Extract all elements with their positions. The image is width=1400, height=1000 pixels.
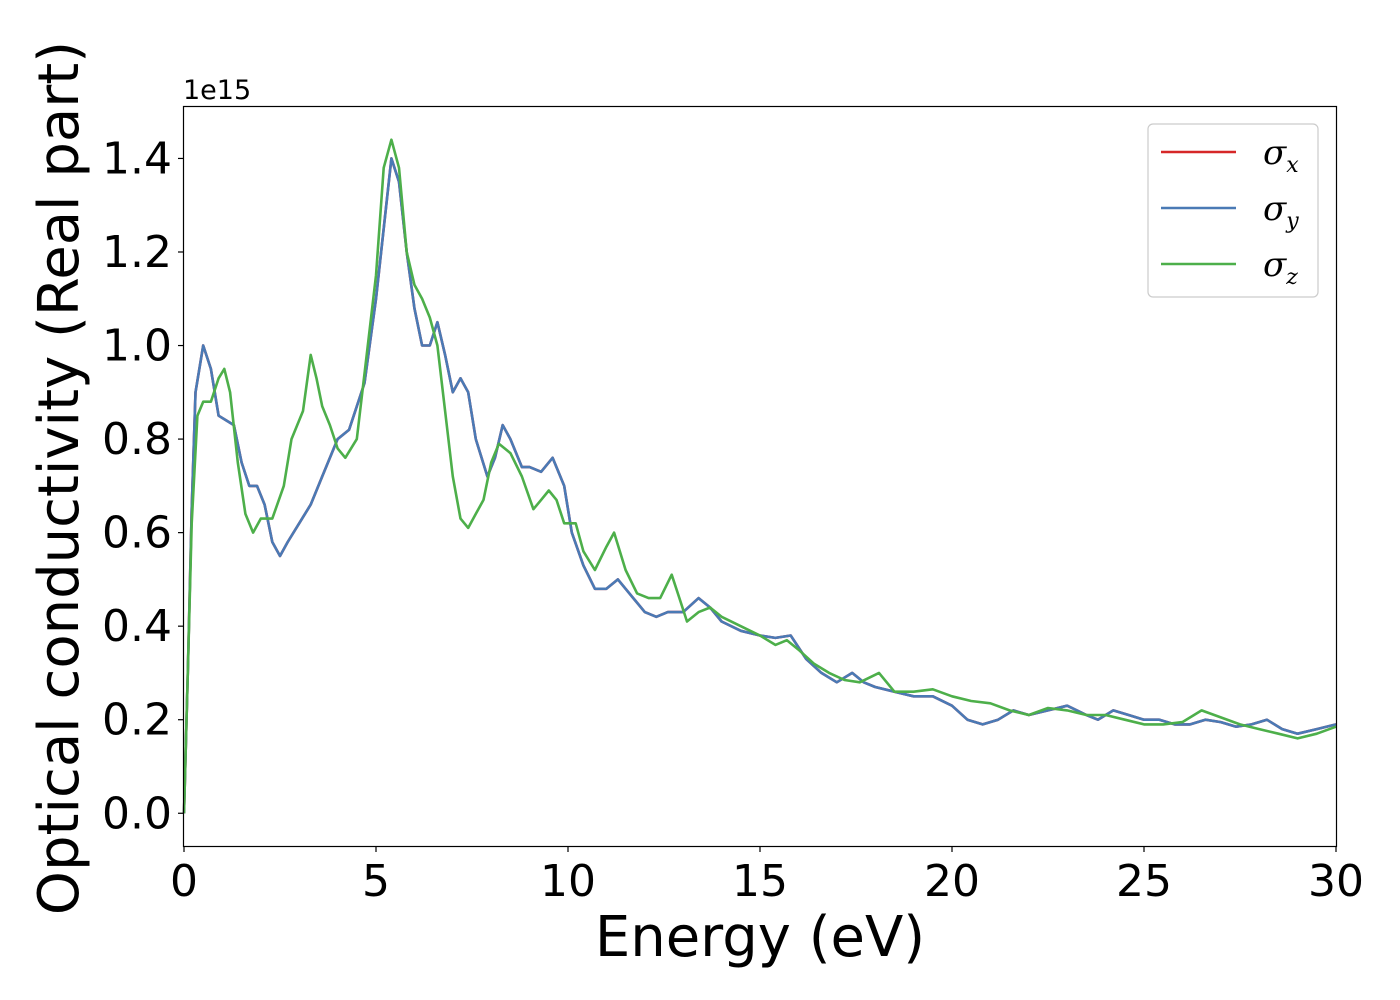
y-tick-label: 1.2 (102, 227, 172, 278)
y-tick-label: 1.4 (102, 133, 172, 184)
y-axis-title: Optical conductivity (Real part) (27, 41, 92, 915)
series-line-z (182, 138, 1337, 814)
legend-box (1147, 123, 1319, 298)
x-tick-label: 20 (924, 856, 980, 907)
y-tick-label: 0.0 (102, 788, 172, 839)
y-tick-label: 0.6 (102, 508, 172, 559)
x-axis-title: Energy (eV) (595, 905, 925, 970)
x-axis: 0 5 10 15 20 25 30 (170, 846, 1364, 907)
y-tick-label: 1.0 (102, 321, 172, 372)
y-tick-label: 0.8 (102, 414, 172, 465)
x-tick-label: 30 (1308, 856, 1364, 907)
x-tick-label: 15 (732, 856, 788, 907)
x-tick-label: 5 (362, 856, 390, 907)
x-tick-label: 25 (1116, 856, 1172, 907)
y-offset-label: 1e15 (183, 75, 251, 106)
y-tick-label: 0.4 (102, 601, 172, 652)
y-tick-label: 0.2 (102, 695, 172, 746)
series-lines (182, 138, 1337, 814)
x-tick-label: 10 (540, 856, 596, 907)
x-tick-label: 0 (170, 856, 198, 907)
y-axis: 0.0 0.2 0.4 0.6 0.8 1.0 1.2 1.4 (102, 133, 184, 839)
